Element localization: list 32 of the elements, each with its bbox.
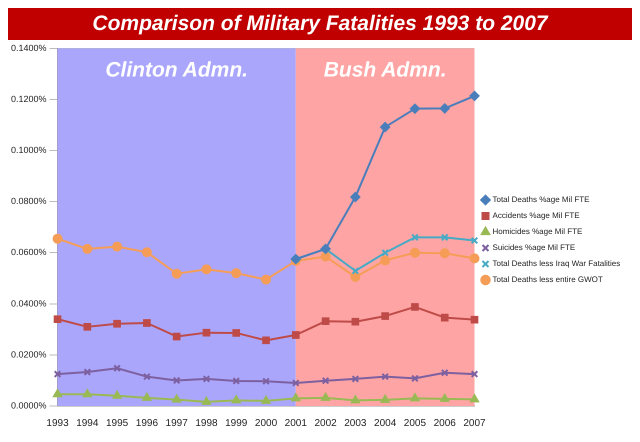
x-tick-label: 2001: [284, 418, 308, 429]
x-tick-label: 1993: [46, 418, 70, 429]
y-tick-label: 0.1400%: [11, 42, 47, 53]
y-tick-label: 0.0000%: [11, 400, 47, 410]
y-tick-label: 0.0200%: [11, 349, 47, 360]
x-tick-label: 1999: [225, 418, 248, 429]
legend-label: Total Deaths less entire GWOT: [492, 275, 603, 284]
legend-label: Total Deaths %age Mil FTE: [492, 195, 590, 204]
x-tick-label: 1995: [106, 418, 129, 429]
legend-label: Accidents %age Mil FTE: [492, 211, 580, 220]
x-tick-label: 2005: [404, 418, 426, 429]
x-tick-label: 2004: [374, 418, 397, 429]
y-tick-label: 0.0600%: [11, 247, 47, 258]
chart-title: Comparison of Military Fatalities 1993 to 2007: [8, 8, 632, 40]
band-label: Bush Admn.: [324, 58, 447, 82]
x-tick-label: 1997: [166, 418, 188, 429]
x-tick-label: 2002: [314, 418, 338, 429]
x-tick-label: 2003: [344, 418, 367, 429]
x-tick-label: 1994: [76, 418, 99, 429]
y-tick-label: 0.0400%: [11, 298, 47, 308]
x-tick-label: 1998: [195, 418, 218, 429]
x-tick-label: 2007: [463, 418, 486, 429]
legend-label: Homicides %age Mil FTE: [492, 227, 582, 236]
y-tick-label: 0.1200%: [11, 94, 47, 104]
legend-label: Suicides %age Mil FTE: [492, 243, 576, 252]
y-tick-label: 0.1000%: [11, 145, 47, 156]
legend-label: Total Deaths less Iraq War Fatalities: [492, 259, 620, 268]
x-tick-label: 1996: [136, 418, 158, 429]
x-tick-label: 2006: [434, 418, 456, 429]
y-tick-label: 0.0800%: [11, 196, 47, 206]
x-tick-label: 2000: [254, 418, 278, 429]
band-label: Clinton Admn.: [105, 58, 248, 82]
